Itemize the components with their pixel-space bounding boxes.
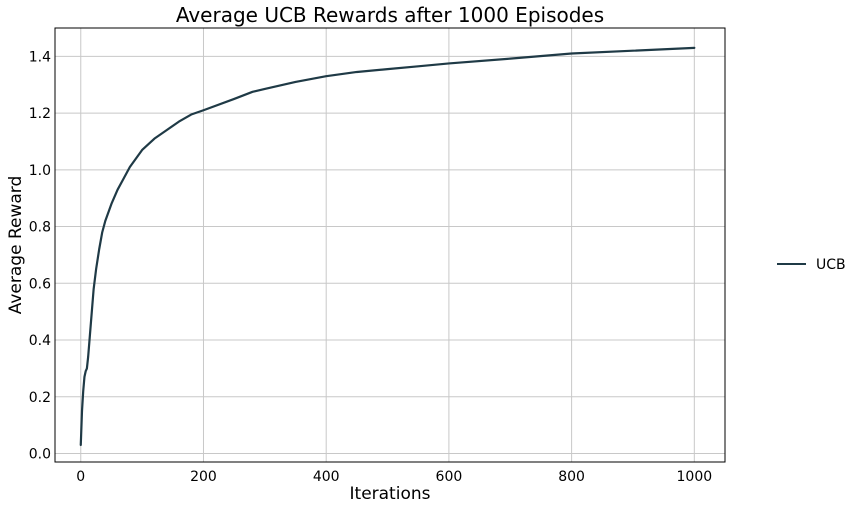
y-tick-label: 0.2 xyxy=(29,390,51,406)
x-tick-label: 0 xyxy=(76,469,85,485)
y-tick-label: 1.0 xyxy=(29,163,51,179)
y-tick-label: 1.4 xyxy=(29,49,51,65)
x-axis-label: Iterations xyxy=(350,484,431,504)
y-tick-label: 0.0 xyxy=(29,446,51,462)
y-tick-label: 0.8 xyxy=(29,220,51,236)
x-tick-label: 1000 xyxy=(677,469,713,485)
plot-frame xyxy=(54,27,726,463)
series-layer xyxy=(79,46,696,447)
x-tick-label: 400 xyxy=(313,469,340,485)
x-tick-label: 800 xyxy=(558,469,585,485)
tick-layer: 0 200 400 600 800 1000 0.0 0.2 0.4 0.6 0.8 1.0 1.2 1.… xyxy=(29,49,712,485)
legend-label-ucb: UCB xyxy=(816,257,846,273)
y-axis-label: Average Reward xyxy=(6,176,26,315)
y-tick-label: 0.4 xyxy=(29,333,51,349)
y-tick-label: 1.2 xyxy=(29,106,51,122)
y-tick-label: 0.6 xyxy=(29,276,51,292)
chart-title: Average UCB Rewards after 1000 Episodes xyxy=(176,3,604,27)
x-tick-label: 600 xyxy=(436,469,463,485)
grid-layer xyxy=(55,28,725,462)
series-line-ucb xyxy=(79,46,696,447)
legend: UCB xyxy=(777,257,846,273)
x-tick-label: 200 xyxy=(190,469,217,485)
